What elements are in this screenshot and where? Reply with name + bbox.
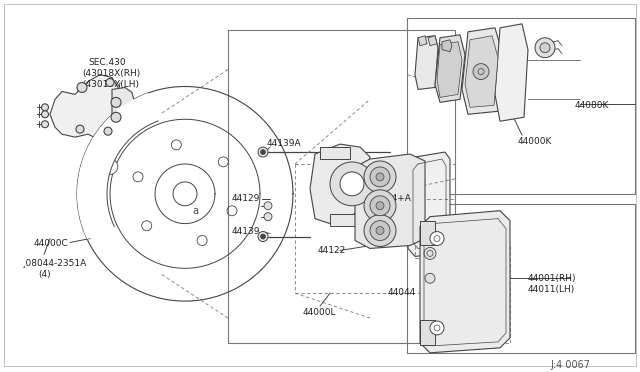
Circle shape — [258, 231, 268, 241]
Text: 44139: 44139 — [232, 227, 260, 235]
Polygon shape — [462, 28, 502, 114]
Text: (43018X(RH): (43018X(RH) — [82, 68, 140, 78]
Polygon shape — [420, 211, 510, 353]
Circle shape — [370, 221, 390, 241]
Circle shape — [424, 247, 436, 259]
Circle shape — [330, 162, 374, 206]
Circle shape — [364, 161, 396, 193]
Text: (43019X(LH): (43019X(LH) — [82, 80, 139, 89]
Wedge shape — [77, 93, 158, 239]
Text: 44080K: 44080K — [575, 101, 609, 110]
Circle shape — [376, 173, 384, 181]
Circle shape — [264, 202, 272, 210]
Text: SEC.430: SEC.430 — [88, 58, 125, 67]
Polygon shape — [418, 36, 427, 46]
Text: ¸08044-2351A: ¸08044-2351A — [22, 259, 87, 267]
Polygon shape — [435, 35, 465, 102]
Text: J:4 0067: J:4 0067 — [550, 360, 590, 370]
Circle shape — [376, 227, 384, 234]
Polygon shape — [428, 36, 437, 46]
Circle shape — [540, 43, 550, 53]
Circle shape — [264, 213, 272, 221]
Bar — [420, 320, 435, 345]
Bar — [320, 147, 350, 159]
Bar — [420, 221, 435, 246]
Polygon shape — [50, 74, 120, 139]
Polygon shape — [408, 152, 450, 256]
Text: 44044: 44044 — [388, 288, 416, 297]
Circle shape — [77, 83, 87, 92]
Circle shape — [110, 119, 260, 268]
Polygon shape — [355, 154, 425, 248]
Text: 44122: 44122 — [318, 247, 346, 256]
Circle shape — [111, 112, 121, 122]
Circle shape — [364, 190, 396, 222]
Text: 44044+A: 44044+A — [370, 194, 412, 203]
Text: 44001(RH): 44001(RH) — [528, 274, 577, 283]
Circle shape — [42, 121, 49, 128]
Circle shape — [104, 127, 112, 135]
Polygon shape — [442, 40, 452, 52]
Circle shape — [364, 215, 396, 247]
Circle shape — [340, 172, 364, 196]
Circle shape — [430, 231, 444, 246]
Polygon shape — [437, 42, 462, 97]
Text: 44000K: 44000K — [518, 137, 552, 146]
Circle shape — [425, 273, 435, 283]
Circle shape — [260, 150, 266, 154]
Circle shape — [42, 104, 49, 111]
Circle shape — [535, 38, 555, 58]
Circle shape — [370, 167, 390, 187]
Text: 44000L: 44000L — [303, 308, 337, 317]
Circle shape — [376, 202, 384, 210]
Polygon shape — [415, 36, 438, 89]
Circle shape — [42, 111, 49, 118]
Circle shape — [76, 125, 84, 133]
Polygon shape — [310, 144, 370, 224]
Circle shape — [370, 196, 390, 216]
Text: 44000C: 44000C — [34, 238, 68, 247]
Circle shape — [473, 64, 489, 80]
Circle shape — [102, 158, 118, 174]
Polygon shape — [495, 24, 528, 121]
Polygon shape — [112, 87, 135, 121]
Text: 44139A: 44139A — [267, 139, 301, 148]
Text: a: a — [192, 206, 198, 216]
Circle shape — [111, 97, 121, 108]
Text: (4): (4) — [38, 270, 51, 279]
Bar — [330, 214, 355, 225]
Circle shape — [260, 234, 266, 239]
Circle shape — [106, 78, 114, 86]
Text: 44129: 44129 — [232, 194, 260, 203]
Circle shape — [430, 321, 444, 335]
Circle shape — [258, 147, 268, 157]
Text: 44011(LH): 44011(LH) — [528, 285, 575, 294]
Polygon shape — [465, 36, 498, 108]
